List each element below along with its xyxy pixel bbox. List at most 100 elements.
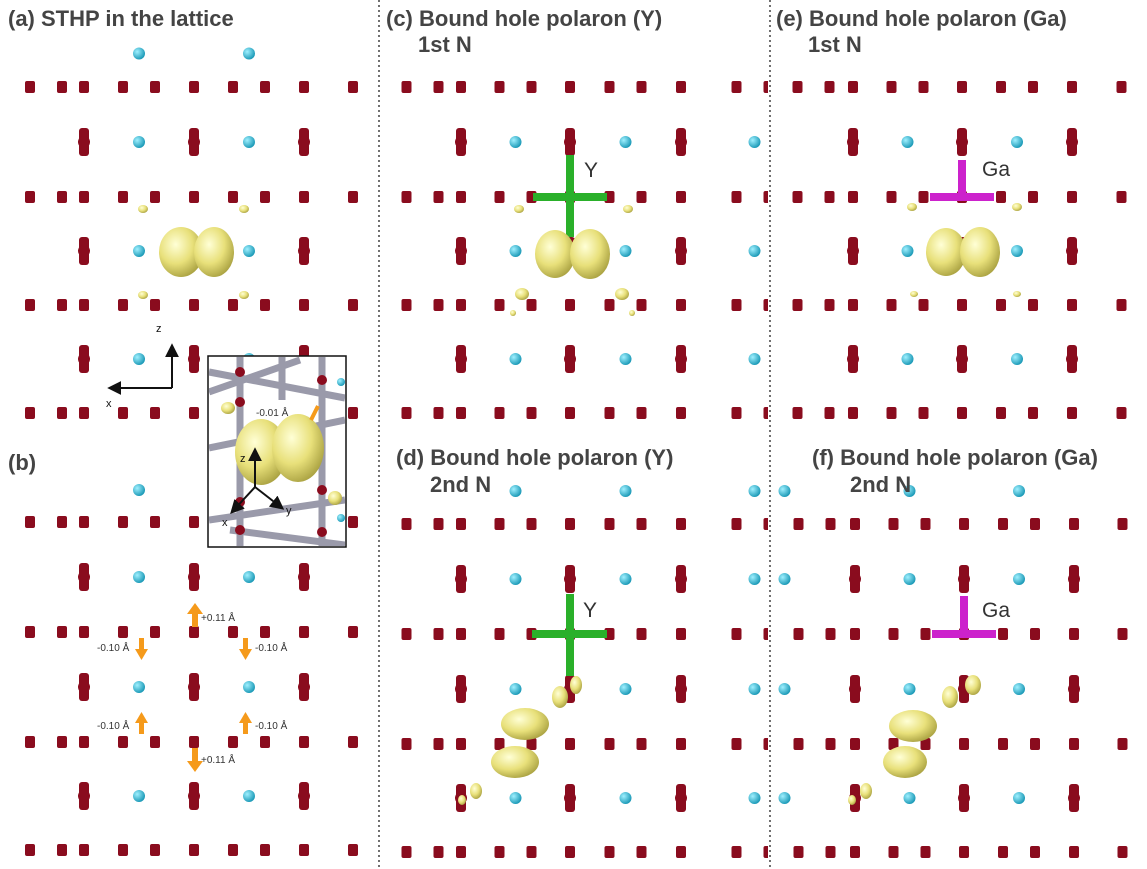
nitrogen-atom	[455, 136, 467, 148]
nitrogen-atom	[299, 845, 309, 855]
nitrogen-atom	[825, 629, 836, 639]
nitrogen-atom	[526, 300, 537, 310]
nitrogen-atom	[996, 300, 1006, 310]
metal-atom	[243, 245, 255, 257]
nitrogen-atom	[189, 517, 199, 527]
nitrogen-atom	[763, 408, 768, 418]
nitrogen-atom	[888, 847, 899, 857]
metal-atom	[1011, 353, 1023, 365]
nitrogen-atom	[847, 245, 859, 257]
displacement-arrow-upper-right	[239, 638, 252, 660]
nitrogen-atom	[676, 739, 686, 749]
nitrogen-atom	[455, 245, 467, 257]
metal-atom	[619, 792, 632, 804]
dopant-label-f: Ga	[982, 599, 1010, 622]
nitrogen-atom	[959, 847, 969, 857]
nitrogen-atom	[118, 737, 128, 747]
nitrogen-atom	[260, 737, 270, 747]
nitrogen-atom	[847, 136, 859, 148]
panel-f-subtitle: 2nd N	[850, 472, 911, 497]
nitrogen-atom	[299, 192, 309, 202]
nitrogen-atom	[1067, 82, 1077, 92]
nitrogen-atom	[636, 519, 647, 529]
metal-atom	[778, 573, 791, 585]
nitrogen-atom	[260, 82, 270, 92]
metal-atom	[903, 792, 916, 804]
nitrogen-atom	[455, 353, 467, 365]
nitrogen-atom	[456, 82, 466, 92]
nitrogen-atom	[1116, 300, 1127, 310]
nitrogen-atom	[25, 845, 35, 855]
nitrogen-atom	[78, 245, 90, 257]
axis-label-x: x	[106, 398, 112, 410]
nitrogen-atom	[957, 408, 967, 418]
nitrogen-atom	[494, 300, 505, 310]
displacement-arrow-top	[187, 603, 203, 627]
nitrogen-atom	[118, 192, 128, 202]
nitrogen-atom	[565, 82, 575, 92]
panel-f-title: (f) Bound hole polaron (Ga)	[812, 445, 1098, 470]
nitrogen-atom	[78, 681, 90, 693]
nitrogen-atom	[188, 681, 200, 693]
metal-atom	[133, 353, 145, 365]
lattice-panel-c	[384, 58, 768, 435]
lattice-panel-f	[774, 478, 1147, 869]
nitrogen-atom	[636, 300, 647, 310]
nitrogen-atom	[676, 192, 686, 202]
nitrogen-atom	[886, 300, 897, 310]
nitrogen-atom	[792, 300, 803, 310]
metal-atom	[903, 485, 916, 497]
displacement-arrow-lower-left	[135, 712, 148, 734]
nitrogen-atom	[636, 739, 647, 749]
metal-atom	[133, 136, 145, 148]
nitrogen-atom	[401, 192, 412, 202]
metal-atom	[903, 683, 916, 695]
polaron-isosurface-a	[138, 205, 249, 299]
nitrogen-atom	[25, 300, 35, 310]
nitrogen-atom	[118, 408, 128, 418]
nitrogen-atom	[456, 300, 466, 310]
panel-d-title: (d) Bound hole polaron (Y)	[396, 445, 673, 470]
nitrogen-atom	[188, 571, 200, 583]
nitrogen-atom	[228, 845, 238, 855]
nitrogen-atom	[1066, 245, 1078, 257]
nitrogen-atom	[1028, 300, 1038, 310]
nitrogen-atom	[1116, 82, 1127, 92]
nitrogen-atom	[456, 629, 466, 639]
metal-atom	[903, 573, 916, 585]
nitrogen-atom	[526, 847, 537, 857]
metal-atom	[1011, 245, 1023, 257]
metal-atom	[509, 136, 522, 148]
nitrogen-atom	[731, 519, 742, 529]
nitrogen-atom	[675, 353, 687, 365]
nitrogen-atom	[79, 408, 89, 418]
nitrogen-atom	[456, 408, 466, 418]
nitrogen-atom	[731, 847, 742, 857]
nitrogen-atom	[57, 517, 67, 527]
nitrogen-atom	[1030, 847, 1040, 857]
nitrogen-atom	[1028, 192, 1038, 202]
nitrogen-atom	[189, 408, 199, 418]
nitrogen-atom	[793, 519, 804, 529]
nitrogen-atom	[494, 192, 505, 202]
nitrogen-atom	[604, 408, 615, 418]
metal-atom	[1013, 485, 1025, 497]
nitrogen-atom	[57, 408, 67, 418]
nitrogen-atom	[918, 408, 929, 418]
nitrogen-atom	[731, 408, 742, 418]
metal-atom	[748, 136, 761, 148]
nitrogen-atom	[228, 192, 238, 202]
metal-atom	[619, 136, 632, 148]
nitrogen-atom	[604, 739, 615, 749]
metal-atom	[509, 353, 522, 365]
metal-atom	[901, 353, 914, 365]
displacement-arrow-lower-right	[239, 712, 252, 734]
nitrogen-atom	[433, 408, 444, 418]
nitrogen-atom	[57, 737, 67, 747]
nitrogen-atom	[731, 192, 742, 202]
nitrogen-atom	[433, 192, 444, 202]
nitrogen-atom	[849, 683, 861, 695]
polaron-isosurface-c	[510, 205, 635, 316]
nitrogen-atom	[401, 739, 412, 749]
nitrogen-atom	[886, 192, 897, 202]
